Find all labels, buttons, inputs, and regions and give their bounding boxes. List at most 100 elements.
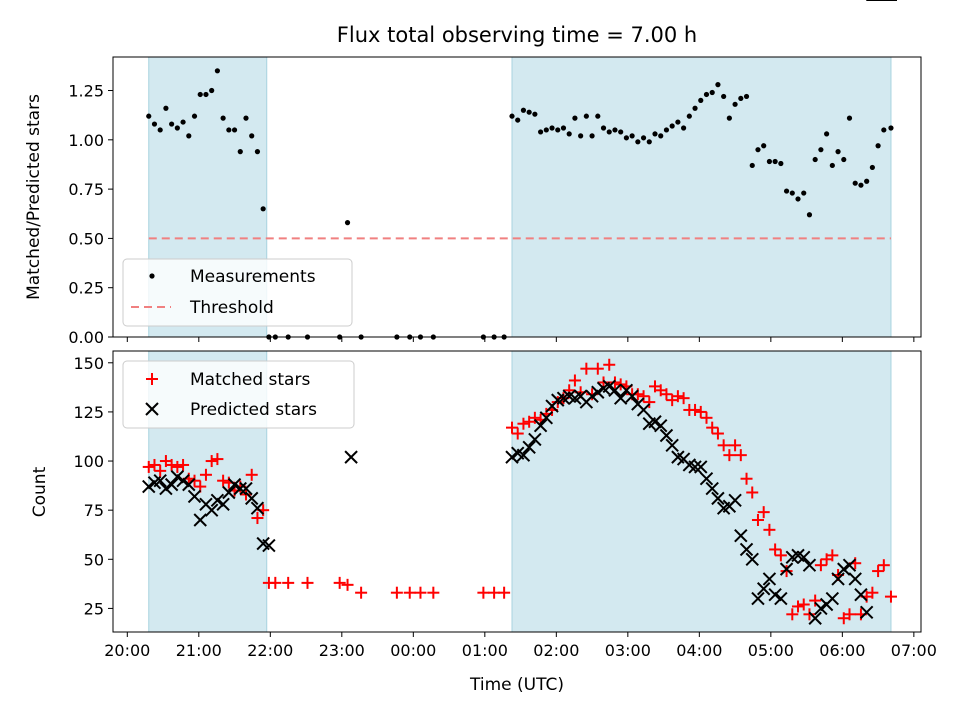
matched-star-point (746, 486, 759, 499)
measurement-point (795, 196, 801, 202)
measurement-point (709, 89, 715, 96)
predicted-star-point (539, 411, 554, 425)
measurement-point (721, 93, 727, 100)
predicted-star-point (613, 391, 628, 405)
predicted-star-point (153, 473, 167, 488)
matched-star-point (568, 374, 581, 387)
measurement-point (543, 127, 549, 133)
measurement-point (249, 133, 255, 139)
matched-star-point (706, 421, 719, 434)
y-tick-label: 75 (84, 501, 104, 520)
legend-measurements-marker (149, 273, 155, 279)
measurement-point (220, 115, 226, 121)
measurement-point (778, 160, 784, 167)
matched-star-point (603, 358, 616, 371)
predicted-star-point (204, 503, 219, 517)
x-tick-label: 00:00 (390, 641, 436, 660)
predicted-star-point (533, 418, 548, 433)
matched-star-point (171, 460, 184, 473)
measurement-point (169, 121, 175, 127)
measurement-point (163, 105, 169, 111)
matched-star-point (498, 586, 511, 599)
measurement-point (566, 131, 572, 137)
predicted-star-point (768, 587, 782, 602)
y-tick-label: 100 (73, 452, 104, 471)
measurement-point (174, 125, 180, 131)
predicted-star-point (779, 562, 794, 576)
measurement-point (635, 139, 641, 145)
measurement-point (801, 190, 807, 196)
measurement-point (180, 119, 186, 125)
measurement-point (214, 68, 220, 74)
measurement-point (231, 127, 238, 133)
x-tick-label: 05:00 (748, 641, 794, 660)
measurement-point (755, 147, 761, 153)
predicted-star-point (814, 601, 828, 616)
predicted-star-point (859, 605, 874, 620)
predicted-star-point (774, 591, 788, 606)
predicted-star-point (762, 572, 777, 586)
predicted-star-point (522, 440, 536, 454)
measurement-point (675, 119, 681, 125)
matched-star-point (694, 405, 707, 418)
measurement-point (209, 87, 215, 94)
x-tick-label: 02:00 (533, 641, 579, 660)
predicted-star-point (734, 529, 748, 543)
predicted-star-point (751, 591, 765, 606)
measurement-point (783, 188, 790, 194)
measurement-point (881, 127, 887, 133)
matched-star-point (711, 427, 724, 440)
matched-star-point (477, 586, 490, 599)
x-tick-label: 20:00 (104, 641, 150, 660)
matched-star-point (591, 362, 604, 375)
predicted-star-point (516, 448, 531, 462)
matched-star-point (786, 608, 799, 621)
measurement-point (646, 139, 652, 145)
measurement-point (509, 113, 515, 119)
measurement-point (600, 125, 607, 131)
predicted-star-point (659, 428, 674, 443)
predicted-star-point (831, 572, 845, 586)
matched-star-point (563, 384, 576, 397)
legend-threshold-label: Threshold (189, 298, 274, 318)
chart-title: Flux total observing time = 7.00 h (337, 23, 697, 47)
matched-star-point (729, 439, 742, 452)
predicted-star-point (842, 558, 857, 572)
matched-star-point (205, 455, 218, 468)
matched-star-point (608, 376, 621, 389)
predicted-star-point (802, 558, 817, 572)
measurement-point (812, 156, 818, 163)
measurement-point (237, 149, 243, 155)
measurement-point (686, 113, 692, 119)
measurement-point (738, 95, 744, 102)
measurement-point (749, 162, 755, 169)
predicted-star-point (159, 481, 173, 496)
measurement-point (829, 162, 835, 169)
predicted-star-point (756, 582, 771, 596)
measurement-point (254, 149, 261, 155)
matched-star-point (199, 468, 212, 481)
count-legend-box (122, 360, 355, 429)
matched-star-point (884, 590, 897, 603)
matched-star-point (637, 390, 650, 403)
measurement-point (652, 131, 658, 137)
predicted-star-point (176, 473, 190, 488)
measurement-point (841, 156, 847, 163)
measurement-point (572, 115, 578, 121)
legend-matched-label: Matched stars (190, 370, 310, 390)
measurement-point (692, 105, 698, 111)
measurement-point (864, 178, 870, 184)
legend-predicted-label: Predicted stars (190, 400, 317, 420)
predicted-star-point (837, 562, 851, 576)
predicted-star-point (825, 591, 840, 606)
measurement-point (835, 149, 841, 155)
count-panel-y-axis-label: Count (30, 466, 50, 517)
predicted-star-point (164, 477, 179, 492)
matched-star-point (269, 576, 282, 589)
predicted-star-point (694, 460, 708, 474)
measurement-point (520, 107, 527, 113)
predicted-star-point (636, 403, 651, 417)
matched-star-point (803, 608, 816, 621)
matched-star-point (843, 608, 856, 621)
matched-star-point (188, 474, 201, 487)
